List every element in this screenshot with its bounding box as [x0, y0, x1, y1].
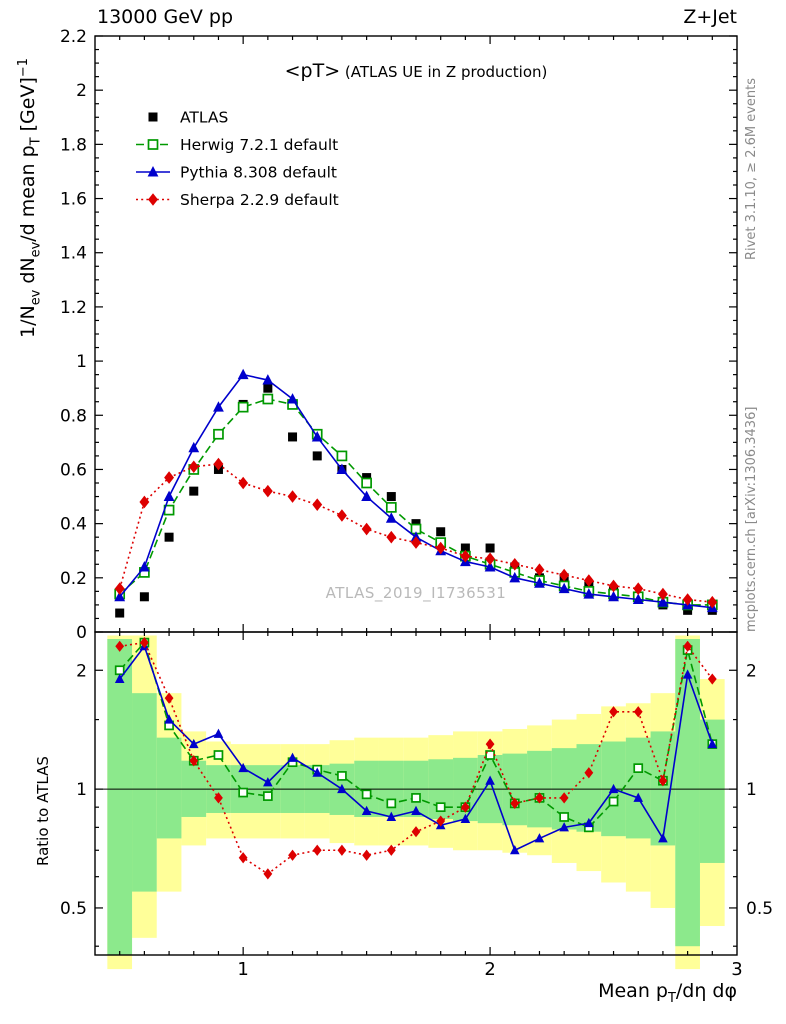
svg-text:2.2: 2.2: [60, 27, 87, 47]
svg-text:1.4: 1.4: [60, 244, 87, 264]
ratio-y-axis-label: Ratio to ATLAS: [34, 756, 52, 866]
svg-text:1.6: 1.6: [60, 190, 87, 210]
svg-text:1: 1: [746, 780, 757, 800]
svg-text:0.6: 0.6: [60, 460, 87, 480]
analysis-id-watermark: ATLAS_2019_I1736531: [325, 584, 507, 602]
rivet-version-note: Rivet 3.1.10, ≥ 2.6M events: [744, 77, 759, 260]
svg-text:1.2: 1.2: [60, 298, 87, 318]
svg-text:Pythia 8.308 default: Pythia 8.308 default: [180, 164, 337, 182]
svg-text:2: 2: [746, 661, 757, 681]
svg-text:Herwig 7.2.1 default: Herwig 7.2.1 default: [180, 136, 338, 154]
svg-text:0.4: 0.4: [60, 515, 87, 535]
svg-text:Sherpa 2.2.9 default: Sherpa 2.2.9 default: [180, 191, 339, 209]
svg-text:0.2: 0.2: [60, 569, 87, 589]
y-axis-label: 1/Nev dNev/d mean pT [GeV]−1: [16, 58, 44, 338]
svg-text:2: 2: [484, 959, 495, 980]
svg-text:1: 1: [76, 780, 87, 800]
svg-text:0.5: 0.5: [746, 899, 773, 919]
svg-text:2: 2: [76, 81, 87, 101]
beam-energy-label: 13000 GeV pp: [97, 6, 234, 28]
svg-text:1.8: 1.8: [60, 135, 87, 155]
svg-text:ATLAS: ATLAS: [180, 109, 228, 127]
svg-text:0: 0: [76, 623, 87, 643]
svg-text:3: 3: [731, 959, 742, 980]
svg-text:0.5: 0.5: [60, 899, 87, 919]
svg-text:1: 1: [76, 352, 87, 372]
x-axis-label: Mean pT/dη dφ: [598, 980, 737, 1007]
svg-text:1: 1: [237, 959, 248, 980]
svg-text:2: 2: [76, 661, 87, 681]
plot-title: <pT> (ATLAS UE in Z production): [284, 60, 548, 82]
svg-text:0.8: 0.8: [60, 406, 87, 426]
process-label: Z+Jet: [683, 6, 737, 28]
mcplots-arxiv-note: mcplots.cern.ch [arXiv:1306.3436]: [744, 406, 759, 632]
